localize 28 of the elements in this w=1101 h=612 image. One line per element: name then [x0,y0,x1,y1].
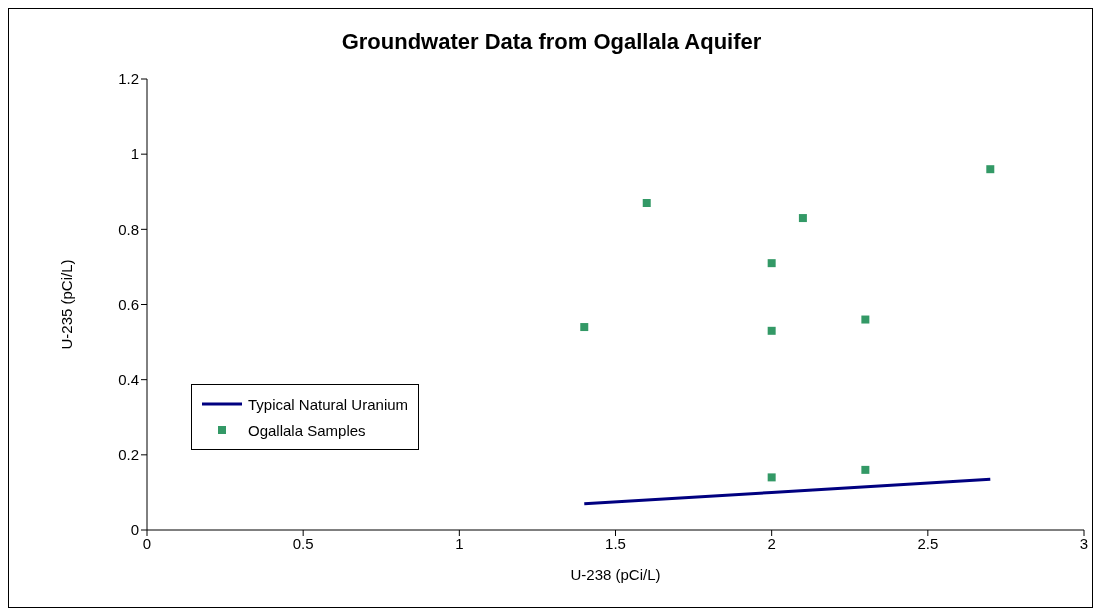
point [580,323,589,332]
x-tick-label: 2.5 [917,534,939,552]
point [798,214,807,223]
point [767,326,776,335]
x-tick-label: 1 [455,534,464,552]
point [767,473,776,482]
y-tick-label: 1.2 [118,70,139,88]
x-axis-title: U-238 (pCi/L) [570,566,661,583]
y-tick-label: 0.4 [118,370,139,388]
point [767,259,776,268]
legend-label: Ogallala Samples [248,421,366,439]
x-tick-label: 2 [767,534,776,552]
chart-title: Groundwater Data from Ogallala Aquifer [340,29,763,55]
y-tick-label: 1 [130,145,139,163]
point [861,465,870,474]
y-tick-label: 0.2 [118,446,139,464]
y-tick-label: 0 [130,521,139,539]
y-axis-title: U-235 (pCi/L) [58,259,76,350]
x-tick-label: 3 [1079,534,1089,552]
point [986,165,995,174]
x-tick-label: 0 [142,534,152,552]
point [861,315,870,324]
y-tick-label: 0.6 [118,295,139,313]
y-tick-label: 0.8 [118,220,139,238]
legend-label: Typical Natural Uranium [248,395,409,413]
x-tick-label: 1.5 [605,534,626,552]
point [642,199,651,208]
x-tick-label: 0.5 [292,534,314,552]
